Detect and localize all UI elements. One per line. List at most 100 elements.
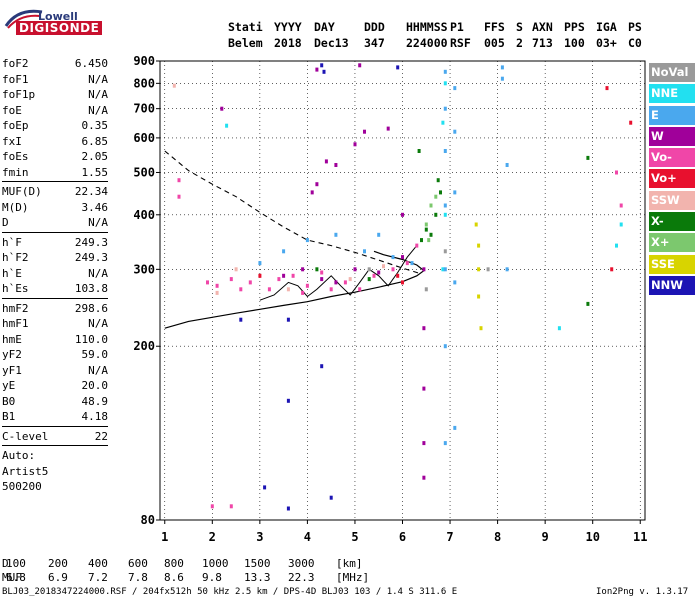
echo-point-vo- (267, 287, 271, 292)
auto-label: Auto: (2, 449, 36, 462)
auto-version: 500200 (2, 480, 42, 493)
param-value: 1.55 (81, 165, 109, 179)
auto-artist: Artist5 (2, 464, 49, 478)
y-tick-label: 300 (133, 262, 155, 276)
param-row: foEp 0.35 (2, 118, 108, 134)
echo-point-vo- (605, 86, 609, 91)
echo-point-w (320, 277, 324, 282)
param-row: hmF2 298.6 (2, 301, 108, 317)
echo-point-sse (477, 267, 481, 272)
param-row: h`E N/A (2, 266, 108, 282)
param-value: 6.85 (81, 134, 109, 148)
distance-label: D (2, 557, 9, 570)
param-label: M(D) (2, 200, 29, 214)
param-row: foF1p N/A (2, 87, 108, 103)
param-value: N/A (88, 317, 108, 330)
param-row: fxI 6.85 (2, 134, 108, 150)
echo-point-w (358, 63, 362, 68)
echo-point-nnw (263, 485, 267, 490)
echo-point-nne (441, 267, 445, 272)
header-value-8: 713 (532, 36, 553, 50)
x-tick-label: 5 (351, 530, 358, 544)
distance-value: 200 (48, 557, 68, 570)
echo-point-vo- (229, 277, 233, 282)
echo-point-nne (557, 326, 561, 331)
echo-point-vo- (396, 273, 400, 278)
muf-value: 13.3 (244, 571, 271, 584)
param-label: h`F2 (2, 251, 29, 264)
echo-point-w (220, 106, 224, 111)
echo-point-e (453, 425, 457, 430)
header-value-4: 224000 (406, 36, 448, 50)
echo-point-e (443, 69, 447, 74)
digisonde-logo: Lowell DIGISONDE (2, 4, 122, 40)
distance-unit: [km] (336, 557, 363, 570)
echo-point-nnw (322, 69, 326, 74)
header-value-6: 005 (484, 36, 505, 50)
echo-point-vo- (343, 280, 347, 285)
param-value: 48.9 (81, 394, 109, 408)
echo-point-nne (441, 120, 445, 125)
y-tick-label: 900 (133, 54, 155, 68)
echo-point-noval (486, 267, 490, 272)
param-value: 6.450 (74, 57, 108, 70)
muf-unit: [MHz] (336, 571, 370, 584)
param-value: N/A (88, 72, 108, 86)
param-label: h`E (2, 266, 22, 280)
echo-point-w (301, 267, 305, 272)
echo-point-noval (367, 267, 371, 272)
echo-point-vo- (405, 261, 409, 266)
echo-point-e (453, 280, 457, 285)
muf-value: 22.3 (288, 571, 315, 584)
param-value: 110.0 (74, 332, 108, 346)
param-row: h`F2 249.3 (2, 250, 108, 266)
param-row: foF2 6.450 (2, 56, 108, 72)
y-tick-label: 200 (133, 339, 155, 353)
echo-point-nnw (320, 63, 324, 68)
param-row: B1 4.18 (2, 409, 108, 425)
y-tick-label: 500 (133, 165, 155, 179)
param-value: N/A (88, 266, 108, 280)
param-row: B0 48.9 (2, 394, 108, 410)
echo-point-nnw (329, 495, 333, 500)
header-label-7: S (516, 20, 523, 34)
param-value: N/A (88, 363, 108, 377)
header-label-6: FFS (484, 20, 505, 34)
echo-point-x- (439, 190, 442, 195)
param-value: 0.35 (81, 119, 109, 132)
header-label-4: HHMMSS (406, 20, 448, 34)
distance-value: 1500 (244, 557, 271, 570)
echo-point-ssw (234, 267, 238, 272)
echo-point-w (422, 441, 426, 446)
echo-point-vo- (619, 203, 623, 208)
echo-point-nnw (239, 317, 243, 322)
x-tick-label: 8 (494, 530, 501, 544)
logo-lowell: Lowell (38, 10, 78, 23)
echo-point-w (386, 126, 390, 131)
param-value: N/A (88, 88, 108, 101)
param-row: yE 20.0 (2, 378, 108, 394)
echo-point-e (282, 249, 286, 254)
echo-point-vo- (177, 178, 181, 183)
logo-swoosh-icon (4, 9, 43, 29)
x-tick-label: 2 (209, 530, 216, 544)
echo-point-w (282, 273, 286, 278)
echo-point-vo- (372, 273, 376, 278)
muf-value: 7.2 (88, 571, 108, 584)
echo-point-x- (434, 212, 438, 217)
distance-value: 600 (128, 557, 148, 570)
legend-entry: E (649, 105, 695, 125)
legend-entry: NNE (649, 84, 695, 104)
echo-point-vo- (615, 170, 618, 175)
echo-point-x- (436, 178, 440, 183)
param-value: 249.3 (74, 251, 108, 264)
param-row: yF1 N/A (2, 363, 108, 379)
polarization-legend: NoVal NNE E W Vo- Vo+ SSW X- X+ SSE NNW (649, 63, 695, 297)
param-row: foEs 2.05 (2, 149, 108, 165)
echo-point-nne (225, 123, 229, 128)
echo-point-nne (443, 212, 447, 217)
echo-point-vo- (229, 504, 233, 509)
chart-grid (160, 60, 645, 521)
param-value: 4.18 (81, 410, 109, 423)
